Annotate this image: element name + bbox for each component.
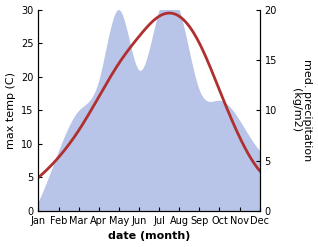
X-axis label: date (month): date (month): [108, 231, 190, 242]
Y-axis label: max temp (C): max temp (C): [5, 72, 16, 149]
Y-axis label: med. precipitation
(kg/m2): med. precipitation (kg/m2): [291, 59, 313, 162]
